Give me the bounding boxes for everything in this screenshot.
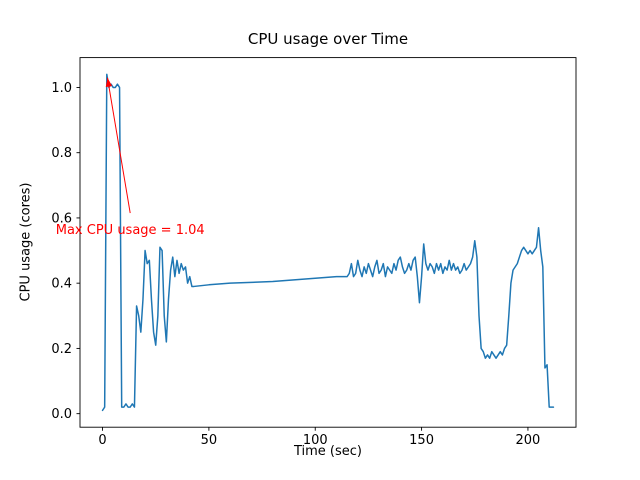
- svg-text:100: 100: [303, 433, 328, 448]
- x-axis-label: Time (sec): [293, 444, 362, 459]
- svg-text:0.8: 0.8: [51, 146, 72, 161]
- svg-text:1.0: 1.0: [51, 81, 72, 96]
- svg-text:0.0: 0.0: [51, 407, 72, 422]
- chart-title: CPU usage over Time: [247, 30, 409, 48]
- svg-text:0.2: 0.2: [51, 342, 72, 357]
- svg-text:200: 200: [516, 433, 541, 448]
- svg-text:Max CPU usage = 1.04: Max CPU usage = 1.04: [56, 223, 205, 238]
- svg-text:0.6: 0.6: [51, 211, 72, 226]
- svg-text:0: 0: [98, 433, 106, 448]
- svg-text:50: 50: [201, 433, 218, 448]
- y-axis-label: CPU usage (cores): [18, 182, 34, 302]
- svg-text:0.4: 0.4: [51, 277, 72, 292]
- svg-text:150: 150: [409, 433, 434, 448]
